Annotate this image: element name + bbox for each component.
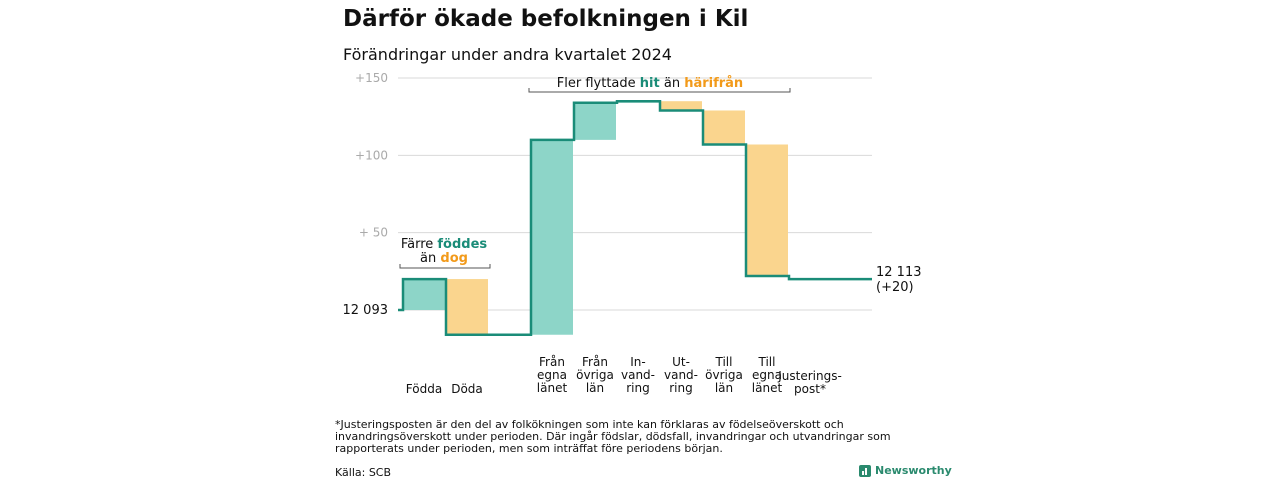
category-label: In-vand-ring	[621, 355, 655, 395]
brand-logo: Newsworthy	[859, 464, 952, 477]
waterfall-bar	[446, 279, 488, 335]
category-label: Till egna länet	[752, 355, 783, 395]
births-annotation-bracket	[399, 264, 491, 269]
source-label: Källa: SCB	[335, 466, 392, 479]
category-label: Döda	[451, 382, 483, 396]
brand-name: Newsworthy	[875, 464, 952, 477]
chart-subtitle: Förändringar under andra kvartalet 2024	[343, 45, 672, 64]
y-tick-label: + 50	[359, 226, 388, 240]
waterfall-bar	[574, 102, 616, 140]
newsworthy-icon	[859, 464, 871, 477]
end-value-label: 12 113 (+20)	[876, 265, 922, 295]
y-tick-label: +100	[355, 148, 388, 162]
births-annotation-line2: än dog	[420, 251, 468, 266]
category-label: Ut-vand-ring	[664, 355, 698, 395]
migration-annotation: Fler flyttade hit än härifrån	[557, 76, 743, 91]
migration-annotation-bracket	[528, 88, 791, 93]
waterfall-bar	[703, 110, 745, 145]
category-label: Födda	[406, 382, 442, 396]
chart-title: Därför ökade befolkningen i Kil	[343, 6, 749, 32]
waterfall-chart: +150 +100 + 50 Födda Döda Från egna länet Från öv…	[343, 71, 922, 396]
waterfall-bar	[403, 279, 445, 310]
y-tick-label: +150	[355, 71, 388, 85]
waterfall-bar	[531, 139, 573, 335]
start-value-label: 12 093	[343, 303, 389, 318]
category-label: Från egna länet	[537, 355, 568, 395]
category-label: Till övriga län	[705, 355, 743, 395]
footnote: *Justeringsposten är den del av folkökni…	[335, 418, 891, 455]
category-label: Från övriga län	[576, 355, 614, 395]
step-line	[398, 99, 872, 336]
waterfall-bar	[746, 144, 788, 276]
births-annotation-line1: Färre föddes	[401, 237, 488, 252]
category-label: Justerings-post*	[777, 369, 842, 396]
waterfall-bar	[660, 101, 702, 111]
